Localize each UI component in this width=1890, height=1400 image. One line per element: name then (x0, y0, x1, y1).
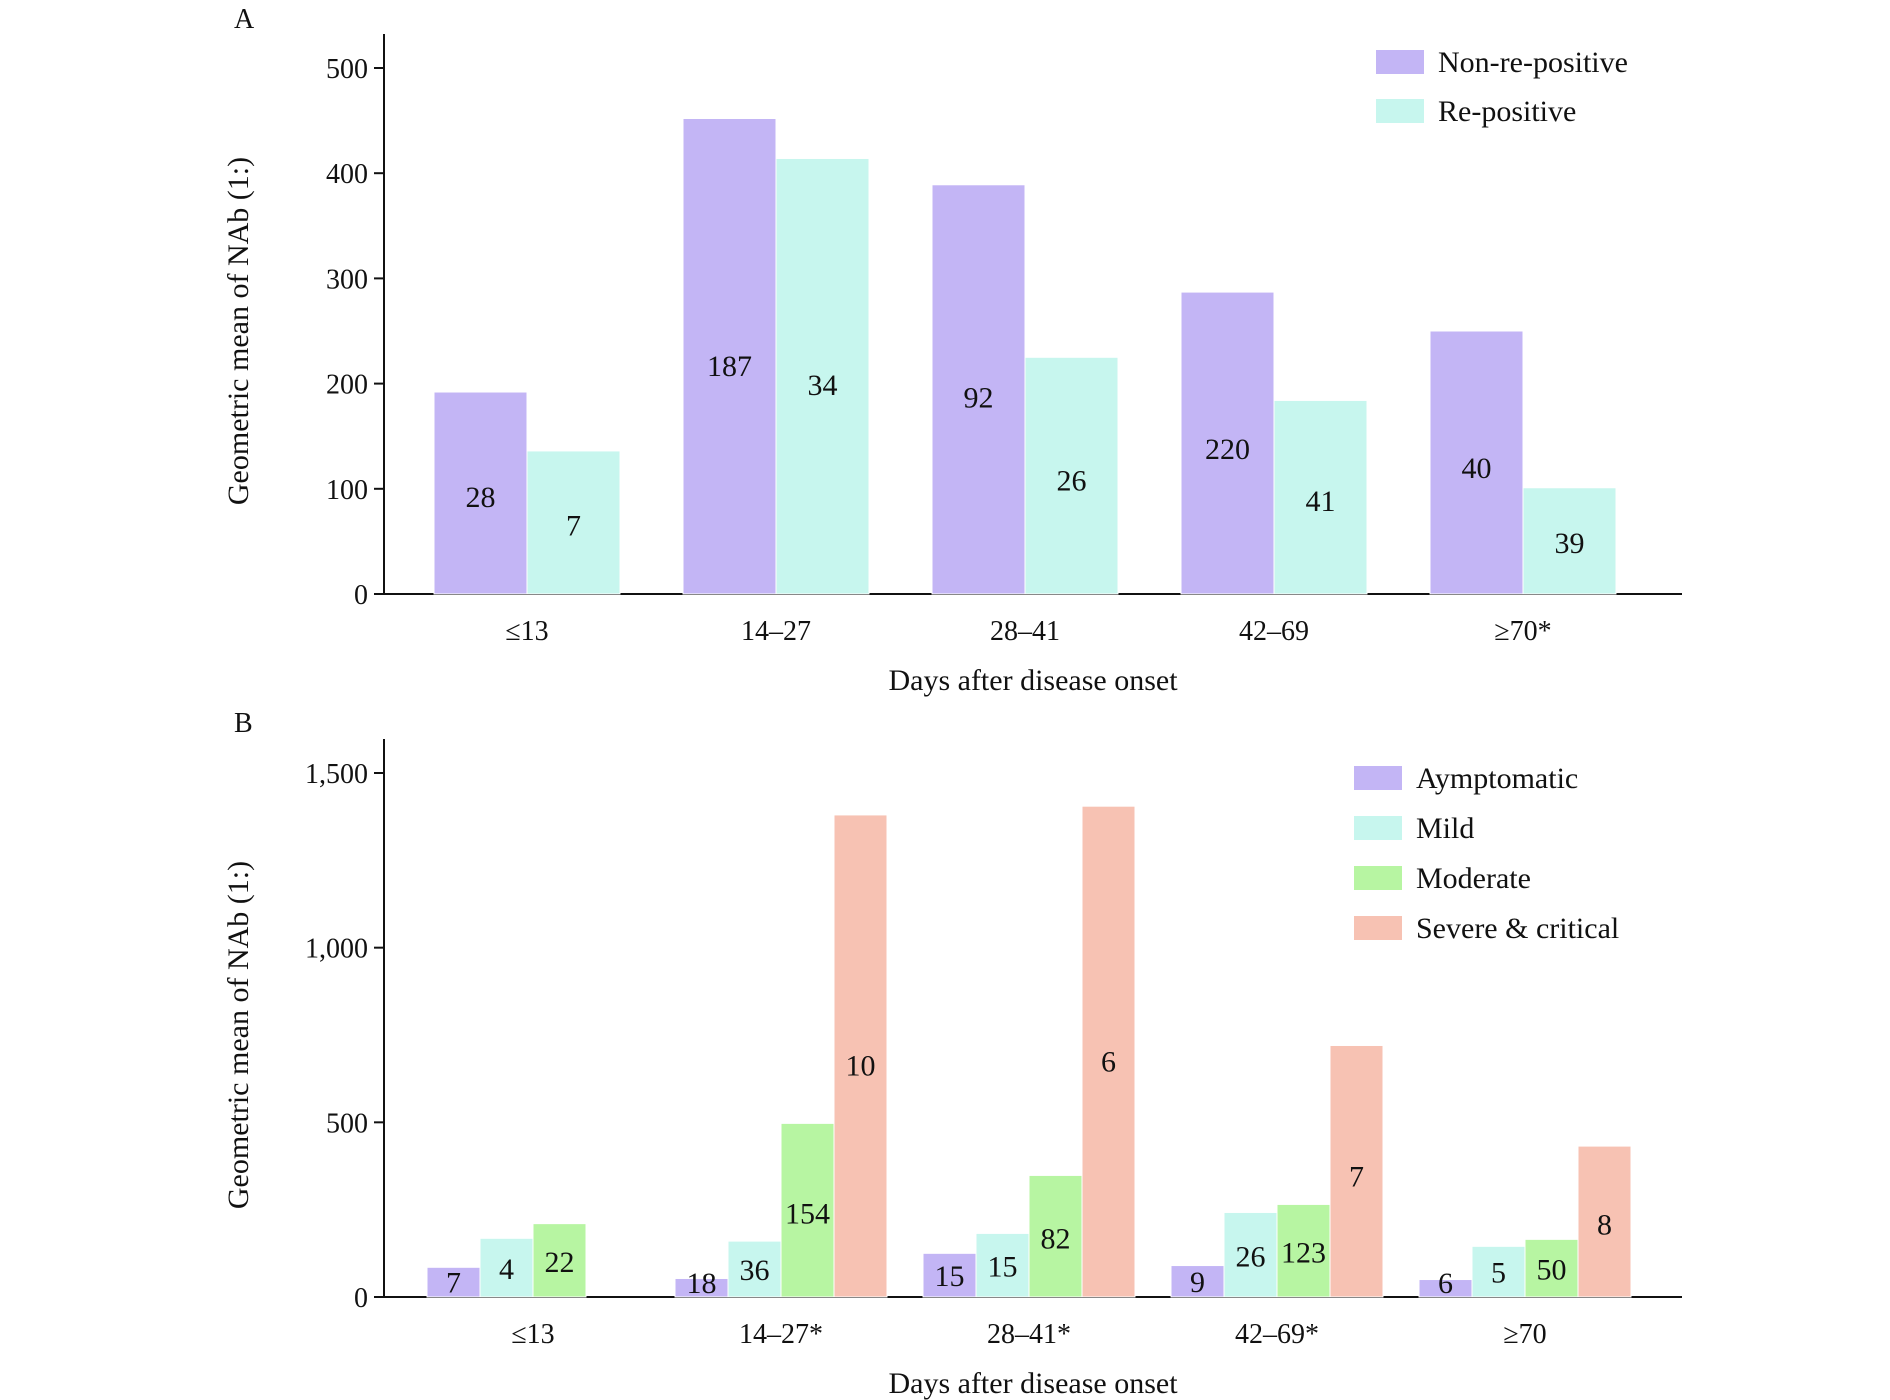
bar-3-5 (1524, 1238, 1579, 1298)
x-axis-title: Days after disease onset (888, 1367, 1178, 1400)
bar-label: 39 (1555, 527, 1585, 560)
legend-swatch (1354, 866, 1402, 890)
legend: Non-re-positive Re-positive (1376, 46, 1628, 128)
bar-label: 15 (988, 1250, 1018, 1283)
legend-label: Re-positive (1438, 95, 1576, 128)
y-tick-label: 0 (354, 1283, 368, 1314)
bar-label: 6 (1101, 1045, 1116, 1078)
bar-label: 15 (935, 1260, 965, 1293)
bar-label: 6 (1438, 1267, 1453, 1300)
bar-label: 18 (687, 1267, 717, 1300)
x-tick-label: 28–41* (987, 1319, 1071, 1350)
y-tick-label: 1,000 (305, 934, 368, 965)
legend: Aymptomatic Mild Moderate Severe & critical (1354, 762, 1619, 945)
legend-label: Aymptomatic (1416, 762, 1578, 795)
bar-label: 22 (545, 1246, 575, 1279)
bar-label: 41 (1306, 485, 1336, 518)
bar-label: 7 (566, 509, 581, 542)
legend-label: Severe & critical (1416, 912, 1619, 945)
bar-4-5 (1577, 1145, 1632, 1298)
x-tick-label: ≥70* (1494, 616, 1551, 647)
bar-3-3 (1028, 1174, 1083, 1298)
legend-swatch (1376, 99, 1424, 123)
legend-label: Non-re-positive (1438, 46, 1628, 79)
bar-2-2 (775, 157, 870, 595)
legend-swatch (1376, 50, 1424, 74)
x-tick-label: 42–69 (1239, 616, 1309, 647)
y-axis-title: Geometric mean of NAb (1:) (222, 157, 255, 505)
bar-label: 4 (499, 1253, 514, 1286)
bar-1-5 (1429, 330, 1524, 595)
x-tick-label: 14–27 (741, 616, 811, 647)
y-tick-label: 1,500 (305, 759, 368, 790)
x-axis-title: Days after disease onset (888, 664, 1178, 697)
bar-label: 26 (1236, 1240, 1266, 1273)
x-tick-label: 14–27* (739, 1319, 823, 1350)
bar-1-1 (426, 1266, 481, 1298)
y-tick-label: 300 (326, 264, 368, 295)
legend-label: Mild (1416, 812, 1474, 845)
bar-label: 50 (1537, 1253, 1567, 1286)
bar-label: 187 (707, 350, 752, 383)
y-tick-label: 400 (326, 159, 368, 190)
chart-panel-a: A 0 100 200 300 400 500 ≤13 14–27 28–41 42–69 ≥70* D… (222, 4, 1682, 697)
panel-label: A (234, 4, 255, 35)
bar-label: 26 (1057, 464, 1087, 497)
bar-label: 82 (1041, 1223, 1071, 1256)
chart-panel-b: B 0 500 1,000 1,500 ≤13 14–27* 28–41* 42–69* ≥70 D… (222, 708, 1682, 1400)
bar-4-3 (1081, 805, 1136, 1298)
bar-1-2 (682, 117, 777, 595)
bar-2-1 (479, 1237, 534, 1298)
bar-2-3 (1024, 356, 1119, 595)
bar-label: 9 (1190, 1266, 1205, 1299)
bar-label: 36 (740, 1254, 770, 1287)
bar-label: 34 (808, 369, 838, 402)
y-tick-label: 500 (326, 1108, 368, 1139)
bar-4-4 (1329, 1044, 1384, 1298)
bar-label: 10 (846, 1050, 876, 1083)
bar-label: 154 (785, 1198, 830, 1231)
legend-swatch (1354, 816, 1402, 840)
legend-swatch (1354, 916, 1402, 940)
bar-1-1 (433, 391, 528, 595)
bar-3-4 (1276, 1203, 1331, 1298)
bar-label: 123 (1281, 1237, 1326, 1270)
y-tick-label: 500 (326, 54, 368, 85)
x-tick-label: ≤13 (505, 616, 548, 647)
y-tick-label: 0 (354, 580, 368, 611)
x-tick-label: 42–69* (1235, 1319, 1319, 1350)
bar-label: 7 (1349, 1160, 1364, 1193)
y-tick-label: 200 (326, 370, 368, 401)
bar-3-2 (780, 1122, 835, 1298)
bar-label: 7 (446, 1267, 461, 1300)
bar-label: 28 (466, 481, 496, 514)
bar-2-1 (526, 450, 621, 595)
y-tick-label: 100 (326, 475, 368, 506)
bar-label: 40 (1462, 452, 1492, 485)
bar-label: 220 (1205, 433, 1250, 466)
x-tick-label: ≥70 (1503, 1319, 1546, 1350)
bar-3-1 (532, 1223, 587, 1298)
panel-label: B (234, 708, 253, 739)
bar-2-4 (1273, 399, 1368, 595)
bar-label: 92 (964, 382, 994, 415)
bar-label: 5 (1491, 1257, 1506, 1290)
x-tick-label: ≤13 (511, 1319, 554, 1350)
legend-label: Moderate (1416, 862, 1531, 895)
bar-1-3 (931, 184, 1026, 595)
bar-label: 8 (1597, 1209, 1612, 1242)
bar-4-2 (833, 814, 888, 1298)
bar-2-5 (1522, 487, 1617, 595)
bar-2-4 (1223, 1211, 1278, 1298)
x-tick-label: 28–41 (990, 616, 1060, 647)
bar-2-5 (1471, 1245, 1526, 1298)
legend-swatch (1354, 766, 1402, 790)
bar-2-3 (975, 1232, 1030, 1298)
y-axis-title: Geometric mean of NAb (1:) (222, 861, 255, 1209)
